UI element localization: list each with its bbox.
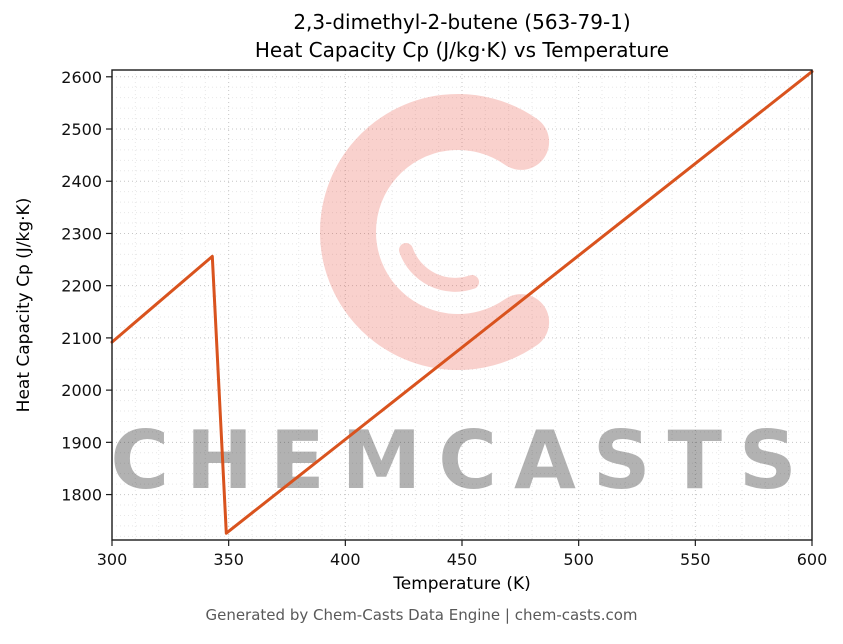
c-swirl-logo-inner xyxy=(399,243,479,292)
y-tick-label: 2000 xyxy=(61,381,102,400)
x-tick-label: 500 xyxy=(563,550,594,569)
x-tick-label: 550 xyxy=(680,550,711,569)
x-tick-label: 600 xyxy=(797,550,828,569)
chart-title-line2: Heat Capacity Cp (J/kg·K) vs Temperature xyxy=(254,38,670,62)
y-tick-label: 1800 xyxy=(61,486,102,505)
y-tick-label: 2400 xyxy=(61,172,102,191)
y-tick-label: 2100 xyxy=(61,329,102,348)
y-tick-label: 2600 xyxy=(61,68,102,87)
chart-title-line1: 2,3-dimethyl-2-butene (563-79-1) xyxy=(293,10,631,34)
x-tick-label: 400 xyxy=(330,550,361,569)
x-axis-label: Temperature (K) xyxy=(393,574,531,594)
chart-title: 2,3-dimethyl-2-butene (563-79-1) Heat Ca… xyxy=(112,8,812,64)
y-tick-label: 2200 xyxy=(61,277,102,296)
y-tick-label: 2300 xyxy=(61,224,102,243)
footer-caption: Generated by Chem-Casts Data Engine | ch… xyxy=(205,606,638,624)
watermark-text: CHEMCASTS xyxy=(110,414,813,507)
data-line xyxy=(110,70,814,535)
x-tick-label: 350 xyxy=(213,550,244,569)
c-swirl-logo xyxy=(320,94,550,370)
x-tick-label: 450 xyxy=(447,550,478,569)
y-tick-label: 1900 xyxy=(61,433,102,452)
x-tick-label: 300 xyxy=(97,550,128,569)
y-tick-label: 2500 xyxy=(61,120,102,139)
